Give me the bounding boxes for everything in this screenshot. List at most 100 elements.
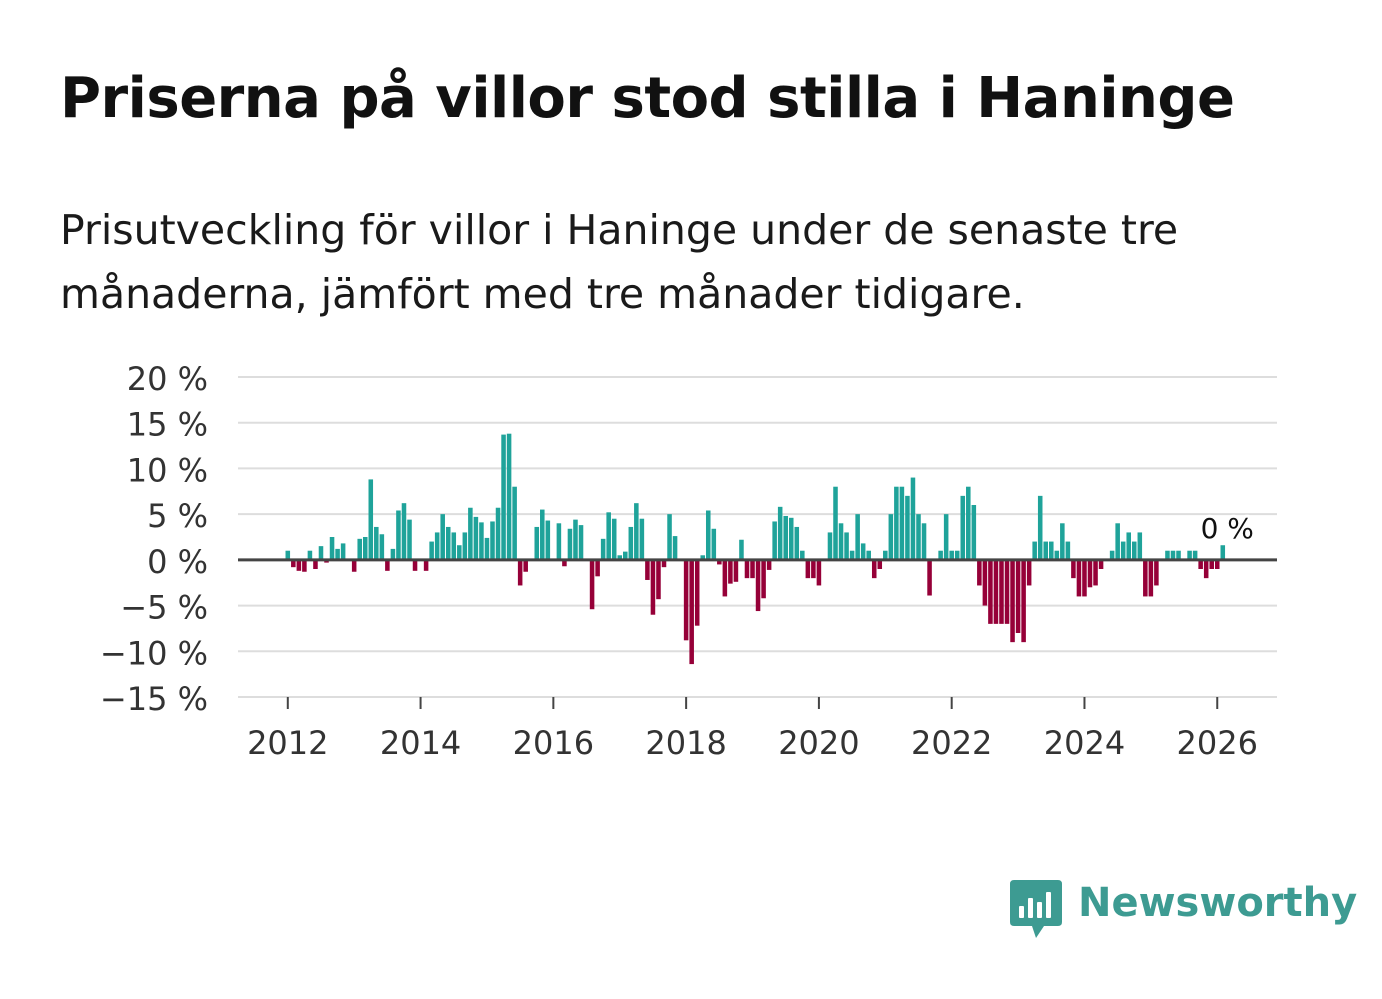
bar <box>562 559 567 567</box>
bar <box>783 515 788 560</box>
bar <box>534 526 540 560</box>
bar <box>849 550 855 560</box>
bar <box>728 559 733 584</box>
bar <box>905 495 910 560</box>
bar <box>894 486 899 560</box>
bar <box>357 538 362 560</box>
bar <box>407 519 412 560</box>
bar <box>1021 559 1026 643</box>
bar <box>883 550 888 560</box>
bar <box>1037 495 1043 560</box>
last-value-label: 0 % <box>1201 512 1254 545</box>
bar <box>540 509 545 560</box>
bar <box>302 559 307 572</box>
bar <box>573 519 578 560</box>
bar <box>556 523 562 560</box>
bar <box>661 559 667 568</box>
bar <box>866 550 871 560</box>
bar <box>340 543 346 560</box>
y-tick-label: 10 % <box>127 451 208 489</box>
bar <box>700 555 705 560</box>
bar <box>777 506 783 560</box>
bar <box>578 525 584 560</box>
bar <box>794 526 800 560</box>
bar <box>744 559 750 579</box>
bar <box>888 514 894 560</box>
bar <box>1004 559 1010 624</box>
bar <box>567 528 573 560</box>
bar <box>910 477 916 560</box>
bar <box>1065 541 1071 560</box>
bar <box>1060 523 1065 560</box>
y-tick-label: −15 % <box>100 680 208 718</box>
bar <box>329 537 335 560</box>
annotations: 0 %0 % <box>1198 509 1257 548</box>
bar <box>623 551 628 560</box>
bar <box>362 537 368 560</box>
bar <box>434 532 440 560</box>
y-tick-label: 5 % <box>147 497 208 535</box>
bar <box>772 521 777 560</box>
gridlines <box>238 376 1277 698</box>
bar <box>396 510 401 560</box>
bar <box>717 559 722 565</box>
bar <box>595 559 600 577</box>
bar <box>512 486 517 560</box>
bar <box>855 514 860 560</box>
bar <box>318 546 324 560</box>
bar <box>479 522 484 560</box>
bar <box>1098 559 1104 569</box>
bar <box>1032 541 1037 560</box>
bar <box>860 543 866 560</box>
bar <box>1209 559 1214 569</box>
annotation-halo: 0 % <box>1201 512 1254 545</box>
x-tick-label: 2016 <box>513 724 594 762</box>
bar <box>788 517 794 560</box>
bar <box>1043 541 1049 560</box>
bar <box>811 559 816 579</box>
bar <box>351 559 357 572</box>
bar <box>285 550 291 560</box>
bar <box>899 486 905 560</box>
bar <box>1087 559 1093 588</box>
bar <box>495 507 501 560</box>
bar <box>949 550 954 560</box>
bar <box>966 486 971 560</box>
bar <box>468 507 473 560</box>
bar <box>1137 532 1143 560</box>
bar <box>999 559 1004 624</box>
bar <box>1198 559 1203 569</box>
bar <box>1220 545 1226 560</box>
y-tick-label: 15 % <box>127 406 208 444</box>
bar <box>927 559 932 596</box>
bar <box>484 537 490 560</box>
bar <box>385 559 390 571</box>
bar <box>921 523 927 560</box>
bar <box>423 559 429 571</box>
bar <box>335 548 340 560</box>
bar <box>639 518 645 560</box>
bar <box>672 536 678 560</box>
bar <box>954 550 960 560</box>
bar <box>766 559 772 570</box>
bar <box>1026 559 1032 586</box>
chart-subtitle: Prisutveckling för villor i Haninge unde… <box>60 206 1179 318</box>
bar <box>689 559 694 665</box>
bar <box>617 555 623 560</box>
bar <box>1093 559 1098 586</box>
bar <box>1082 559 1087 597</box>
bar <box>462 532 468 560</box>
bar <box>722 559 728 597</box>
x-tick-label: 2014 <box>380 724 461 762</box>
bar <box>877 559 883 569</box>
bar <box>683 559 689 641</box>
bar <box>977 559 982 586</box>
bar <box>1170 550 1176 560</box>
bar <box>379 534 385 560</box>
bar <box>833 486 838 560</box>
bar <box>1049 541 1054 560</box>
bar <box>451 532 457 560</box>
bar <box>838 523 844 560</box>
bar <box>374 526 379 560</box>
